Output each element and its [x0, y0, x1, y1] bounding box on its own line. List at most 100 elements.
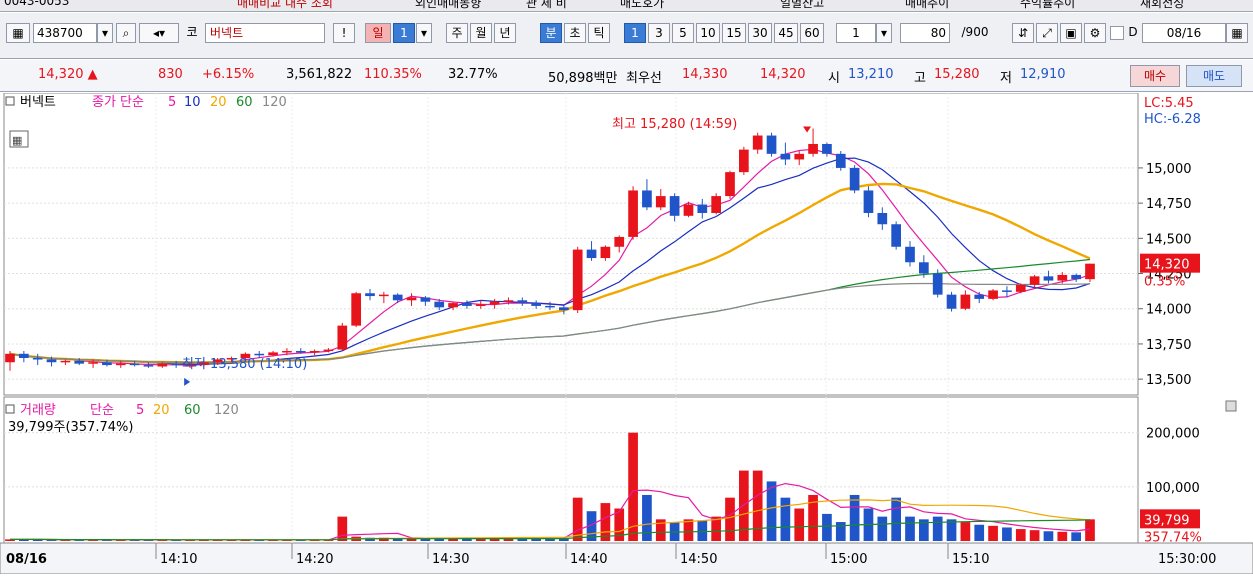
buy-button[interactable]: 매수 [1130, 65, 1180, 87]
volume-bar [1002, 527, 1012, 541]
candle [406, 297, 417, 301]
layout-icon[interactable]: ▦ [6, 23, 30, 43]
top-strip-field[interactable]: 수익률추이 [1020, 0, 1076, 10]
candle [988, 290, 998, 299]
candle [808, 143, 818, 154]
volume-bar [725, 497, 735, 541]
interval-3[interactable]: 3 [648, 23, 670, 43]
volume-info: 39,799주(357.74%) [8, 420, 133, 435]
volume-panel-toggle-icon[interactable] [1225, 400, 1237, 412]
volume-value: 3,561,822 [286, 67, 353, 82]
volume-bar [988, 525, 998, 541]
calendar-icon[interactable]: ▦ [1226, 23, 1248, 43]
volume-axis-label: 100,000 [1146, 481, 1200, 496]
gear-icon[interactable]: ⚙ [1084, 23, 1106, 43]
chart-area[interactable]: 15,000 14,750 14,500 14,250 14,000 13,750 13,5… [0, 92, 1253, 575]
period-day-button[interactable]: 일 [365, 23, 391, 43]
volume-ratio: 110.35% [364, 67, 422, 82]
candle [379, 294, 389, 297]
second-button[interactable]: 초 [564, 23, 586, 43]
interval-30[interactable]: 30 [748, 23, 772, 43]
sell-button[interactable]: 매도 [1186, 65, 1242, 87]
top-strip-field[interactable]: 새회전성 [1140, 0, 1185, 10]
count-input[interactable]: 80 [900, 23, 950, 43]
interval-45[interactable]: 45 [774, 23, 798, 43]
candle [891, 224, 901, 247]
table-icon[interactable] [9, 130, 29, 148]
volume-bar [1015, 529, 1026, 541]
current-volume-box [1140, 509, 1200, 529]
sound-icon[interactable]: ◂▾ [139, 23, 179, 43]
period-year-button[interactable]: 년 [494, 23, 516, 43]
candle [489, 301, 500, 305]
candle [503, 300, 514, 302]
volume-bar [475, 538, 486, 541]
minute-button[interactable]: 분 [540, 23, 562, 43]
chart-tool-icon[interactable]: ⇵ [1012, 23, 1034, 43]
unit-input[interactable]: 1 [836, 23, 876, 43]
candle [309, 350, 320, 353]
table-icon-glyph: ▦ [12, 134, 22, 147]
volume-bar [600, 503, 611, 541]
period-week-button[interactable]: 주 [446, 23, 468, 43]
candle [199, 362, 209, 366]
interval-15[interactable]: 15 [722, 23, 746, 43]
interval-10[interactable]: 10 [696, 23, 720, 43]
volume-bar [1071, 532, 1081, 541]
legend-stock-name[interactable]: 버넥트 [20, 95, 56, 110]
volume-bar [655, 519, 666, 541]
candle [711, 196, 721, 213]
period-dropdown-icon[interactable]: ▾ [416, 23, 432, 43]
volume-bar [780, 497, 791, 541]
candle [434, 301, 445, 308]
candle [1043, 276, 1054, 281]
volume-bar [849, 494, 860, 541]
volume-bar [448, 538, 458, 541]
date-checkbox[interactable] [1110, 26, 1124, 40]
volume-bar [683, 519, 694, 541]
candle [919, 262, 929, 274]
top-strip-field[interactable]: 외인매매동향 [415, 0, 482, 10]
candle [1071, 274, 1081, 280]
interval-1[interactable]: 1 [624, 23, 646, 43]
volume-bar [891, 497, 901, 541]
tick-button[interactable]: 틱 [588, 23, 610, 43]
volume-bar [102, 539, 112, 541]
unit-dropdown-icon[interactable]: ▾ [876, 23, 892, 43]
volume-bar [905, 516, 915, 541]
stock-code-input[interactable]: 438700 [33, 23, 97, 43]
candle [572, 249, 583, 311]
high-annotation: 최고 15,280 (14:59) [612, 117, 737, 132]
top-strip-field[interactable]: 매매추이 [905, 0, 950, 10]
volume-bar [545, 538, 555, 541]
period-month-button[interactable]: 월 [470, 23, 492, 43]
volume-bar [1057, 531, 1068, 541]
price-axis-label: 15,000 [1146, 162, 1192, 177]
candle [531, 303, 541, 306]
alert-button[interactable]: ! [333, 23, 355, 43]
top-strip-field[interactable]: 매매비교 내수 조회 [237, 0, 333, 10]
current-price-box [1140, 253, 1200, 273]
candle [559, 307, 569, 311]
code-dropdown-icon[interactable]: ▾ [97, 23, 113, 43]
top-strip-field[interactable]: 매도호가 [620, 0, 665, 10]
interval-60[interactable]: 60 [800, 23, 824, 43]
interval-5[interactable]: 5 [672, 23, 694, 43]
time-axis-label: 15:00 [830, 552, 867, 567]
draw-tool-icon[interactable]: ⤢ [1036, 23, 1058, 43]
date-input[interactable]: 08/16 [1142, 23, 1226, 43]
volume-bar [835, 522, 846, 541]
top-strip-field[interactable]: 일별잔고 [780, 0, 825, 10]
save-icon[interactable]: ▣ [1060, 23, 1082, 43]
stock-name-field[interactable]: 버넥트 [205, 23, 325, 43]
volume-legend-ma60: 60 [184, 403, 201, 418]
volume-bar [1043, 531, 1054, 541]
market-tag: 코 [186, 25, 198, 39]
period-num-field[interactable]: 1 [393, 23, 415, 43]
search-icon[interactable]: ⌕ [116, 23, 136, 43]
price-volume-chart[interactable]: 15,00014,75014,50014,25014,00013,75013,5… [0, 92, 1253, 575]
time-axis-label: 15:10 [952, 552, 989, 567]
volume-bar [517, 538, 528, 541]
volume-bar [129, 539, 140, 541]
top-strip-field[interactable]: 관 체 비 [526, 0, 567, 10]
